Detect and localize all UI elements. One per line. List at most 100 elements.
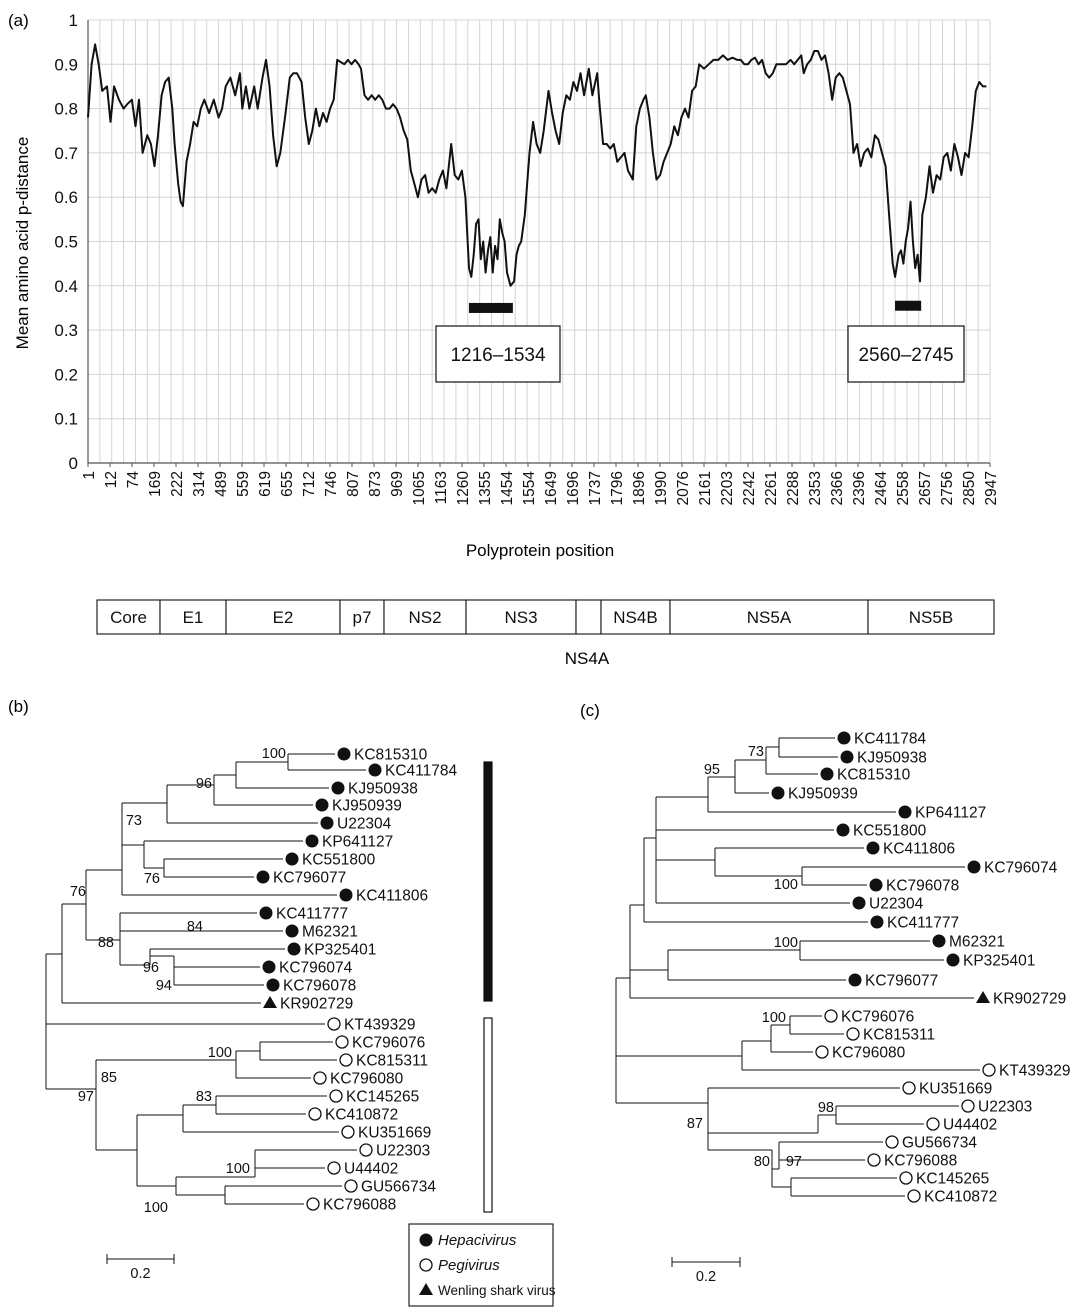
hepacivirus-marker — [837, 731, 851, 745]
bootstrap-value: 95 — [704, 762, 720, 778]
bootstrap-value: 97 — [786, 1154, 802, 1170]
pegivirus-marker — [341, 1125, 355, 1139]
bootstrap-value: 100 — [774, 877, 798, 893]
pegivirus-marker — [982, 1063, 996, 1077]
x-tick-label: 712 — [301, 471, 318, 497]
pegivirus-marker — [327, 1161, 341, 1175]
hepacivirus-marker — [840, 750, 854, 764]
taxon-label: KR902729 — [280, 996, 353, 1013]
hepacivirus-marker — [848, 973, 862, 987]
taxon-label: KC411784 — [854, 731, 926, 748]
pegivirus-clade-bar — [483, 1017, 493, 1213]
pegivirus-marker — [926, 1117, 940, 1131]
bootstrap-value: 100 — [144, 1200, 168, 1216]
x-tick-label: 655 — [279, 471, 296, 497]
x-tick-label: 1649 — [543, 471, 560, 505]
taxon-label: KP641127 — [915, 805, 986, 822]
taxon-label: KC551800 — [853, 823, 927, 840]
genome-segment — [225, 599, 341, 635]
bootstrap-value: 76 — [144, 871, 160, 887]
genome-segment-label: NS5B — [909, 608, 953, 627]
x-tick-label: 2396 — [851, 471, 868, 505]
x-tick-label: 2558 — [895, 471, 912, 505]
pegivirus-marker — [329, 1089, 343, 1103]
bootstrap-value: 97 — [78, 1089, 94, 1105]
x-tick-label: 2947 — [983, 471, 1000, 505]
hepacivirus-marker — [287, 942, 301, 956]
genome-segment-label: NS4B — [613, 608, 657, 627]
x-tick-label: 2464 — [873, 471, 890, 506]
bootstrap-value: 73 — [126, 813, 142, 829]
x-tick-label: 1355 — [477, 471, 494, 505]
x-tick-label: 1896 — [631, 471, 648, 505]
y-tick-label: 0.2 — [54, 365, 78, 384]
taxon-label: KC411806 — [356, 888, 428, 905]
taxon-label: KC796080 — [330, 1071, 404, 1088]
y-tick-label: 0.1 — [54, 410, 78, 429]
y-tick-label: 0.5 — [54, 233, 78, 252]
hepacivirus-marker — [331, 781, 345, 795]
x-tick-label: 74 — [125, 471, 142, 489]
y-tick-label: 0.8 — [54, 100, 78, 119]
taxon-label: U44402 — [344, 1161, 398, 1178]
pegivirus-marker — [308, 1107, 322, 1121]
taxon-label: KC796077 — [273, 870, 346, 887]
bootstrap-value: 100 — [774, 935, 798, 951]
taxon-label: KC411777 — [276, 906, 348, 923]
hepacivirus-marker — [771, 786, 785, 800]
x-tick-label: 314 — [191, 471, 208, 497]
bootstrap-value: 76 — [70, 884, 86, 900]
x-tick-label: 1696 — [565, 471, 582, 505]
taxon-label: KT439329 — [999, 1063, 1071, 1080]
taxon-label: KC410872 — [924, 1189, 997, 1206]
taxon-label: KJ950939 — [332, 798, 402, 815]
panel-label-c: (c) — [580, 701, 600, 720]
taxon-label: KC796074 — [279, 960, 353, 977]
y-tick-label: 0 — [69, 454, 78, 473]
taxon-label: KJ950938 — [348, 781, 418, 798]
x-tick-label: 2850 — [961, 471, 978, 506]
hepacivirus-marker — [852, 896, 866, 910]
genome-segment-label: NS3 — [504, 608, 537, 627]
taxon-label: KC796074 — [984, 860, 1058, 877]
x-tick-label: 1065 — [411, 471, 428, 505]
legend-label: Hepacivirus — [438, 1232, 517, 1249]
taxon-label: KT439329 — [344, 1017, 416, 1034]
genome-segment — [867, 599, 995, 635]
pegivirus-marker — [961, 1099, 975, 1113]
chart-grid — [87, 19, 991, 464]
x-tick-label: 489 — [213, 471, 230, 497]
x-tick-label: 2288 — [785, 471, 802, 505]
bootstrap-value: 98 — [818, 1100, 834, 1116]
highlighted-regions: 1216–1534 2560–2745 — [435, 300, 965, 383]
hepacivirus-marker — [320, 816, 334, 830]
genome-segment — [669, 599, 869, 635]
pegivirus-marker — [902, 1081, 916, 1095]
genome-map: Core E1 E2 p7 NS2 NS3 NS4B NS5A NS5B — [96, 599, 995, 635]
x-tick-label: 1260 — [455, 471, 472, 506]
pegivirus-marker — [327, 1017, 341, 1031]
pegivirus-marker — [815, 1045, 829, 1059]
genome-segment — [383, 599, 467, 635]
y-tick-label: 0.9 — [54, 55, 78, 74]
taxon-label: GU566734 — [902, 1135, 977, 1152]
legend-label: Wenling shark virus — [438, 1283, 556, 1298]
pegivirus-marker — [867, 1153, 881, 1167]
x-tick-label: 1737 — [587, 471, 604, 505]
pegivirus-marker — [885, 1135, 899, 1149]
hepacivirus-marker — [266, 978, 280, 992]
pegivirus-marker — [824, 1009, 838, 1023]
taxon-label: KC815310 — [354, 747, 428, 764]
taxon-label: KC796080 — [832, 1045, 906, 1062]
taxon-label: U22304 — [337, 816, 392, 833]
hepacivirus-marker — [419, 1233, 433, 1247]
taxon-label: KC796078 — [283, 978, 356, 995]
taxon-label: M62321 — [302, 924, 358, 941]
hepacivirus-marker — [869, 878, 883, 892]
x-tick-label: 12 — [103, 471, 120, 488]
x-tick-label: 559 — [235, 471, 252, 497]
x-tick-label: 1454 — [499, 471, 516, 506]
taxon-label: KC796088 — [323, 1197, 396, 1214]
y-tick-label: 0.7 — [54, 144, 78, 163]
